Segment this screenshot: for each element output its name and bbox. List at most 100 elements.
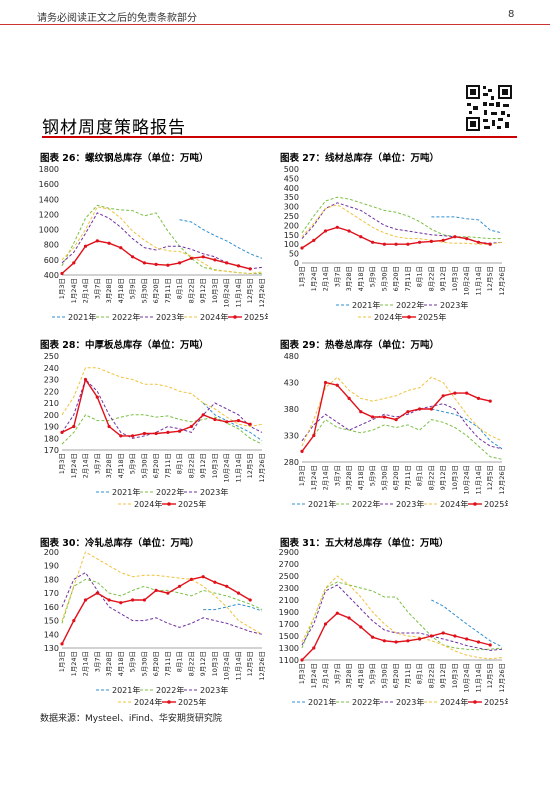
series-point-2025 (371, 415, 375, 419)
y-tick-label: 1400 (39, 195, 59, 204)
legend-label: 2021年 (308, 499, 336, 509)
y-tick-label: 330 (284, 432, 299, 441)
series-point-2025 (441, 238, 445, 242)
qr-code-icon (465, 84, 513, 132)
series-point-2025 (236, 419, 241, 423)
x-tick-label: 6月20日 (152, 651, 160, 676)
series-point-2025 (213, 417, 217, 422)
series-point-2025 (406, 410, 410, 414)
x-tick-label: 5月30日 (380, 663, 388, 688)
series-point-2025 (382, 639, 386, 643)
series-point-2025 (406, 242, 410, 246)
series-point-2025 (201, 255, 205, 259)
series-line-2025 (61, 240, 251, 275)
x-tick-label: 11月14日 (474, 663, 482, 693)
x-tick-label: 8月1日 (176, 278, 184, 299)
y-tick-label: 50 (289, 250, 299, 259)
y-tick-label: 200 (284, 221, 299, 230)
legend-label: 2024年 (440, 499, 468, 509)
series-point-2025 (371, 635, 375, 639)
x-tick-label: 12月26日 (498, 663, 506, 693)
y-tick-label: 1200 (39, 210, 59, 219)
series-point-2025 (201, 575, 205, 579)
series-point-2025 (248, 422, 252, 426)
x-tick-label: 10月3日 (211, 651, 219, 676)
y-tick-label: 400 (284, 184, 299, 193)
y-tick-label: 2100 (279, 596, 299, 605)
legend-label: 2025年 (484, 697, 508, 707)
legend-label: 2023年 (200, 685, 228, 695)
x-tick-label: 12月26日 (498, 266, 506, 296)
series-point-2025 (119, 601, 123, 605)
series-point-2025 (476, 240, 481, 244)
x-tick-label: 2月14日 (82, 651, 90, 676)
series-point-2025 (236, 264, 241, 268)
series-point-2025 (418, 637, 422, 641)
series-point-2025 (312, 433, 316, 438)
report-title: 钢材周度策略报告 (42, 118, 186, 138)
series-point-2025 (154, 431, 158, 436)
series-point-2025 (418, 240, 422, 244)
x-tick-label: 5月9日 (369, 266, 377, 287)
series-point-2025 (441, 394, 445, 398)
series-point-2025 (312, 238, 316, 242)
series-line-2024 (301, 575, 503, 660)
legend-label: 2022年 (396, 300, 424, 310)
x-tick-label: 8月1日 (416, 266, 424, 287)
series-line-2023 (61, 378, 263, 439)
series-point-2025 (429, 634, 433, 638)
chart-title-28: 图表 28：中厚板总库存（单位：万吨） (40, 340, 209, 351)
x-tick-label: 1月24日 (70, 651, 78, 676)
legend-label: 2024年 (200, 312, 228, 322)
series-point-2025 (323, 229, 328, 233)
header-divider (0, 24, 550, 25)
x-tick-label: 3月7日 (93, 651, 101, 672)
x-tick-label: 8月22日 (187, 278, 195, 303)
series-point-2025 (429, 407, 433, 411)
x-tick-label: 8月1日 (416, 465, 424, 486)
x-tick-label: 8月22日 (187, 651, 195, 676)
y-tick-label: 200 (44, 411, 59, 420)
y-tick-label: 430 (284, 379, 299, 388)
legend-marker (167, 700, 171, 704)
y-tick-label: 380 (284, 405, 299, 414)
y-tick-label: 1600 (39, 180, 59, 189)
legend-label: 2023年 (440, 300, 468, 310)
chart-plate-inventory: 170 180 190 200 210 220 230 240 250 1月3日 1月24日 2月14… (44, 352, 266, 509)
series-point-2025 (429, 239, 433, 243)
legend-label: 2024年 (374, 312, 402, 322)
series-point-2025 (394, 418, 398, 422)
x-tick-label: 12月5日 (486, 663, 494, 688)
series-point-2025 (236, 591, 241, 595)
x-tick-label: 1月3日 (298, 266, 306, 287)
x-tick-label: 12月5日 (246, 453, 254, 478)
series-point-2025 (72, 619, 76, 623)
series-point-2025 (107, 598, 111, 602)
y-tick-label: 1800 (39, 165, 59, 174)
y-tick-label: 190 (44, 562, 59, 571)
y-tick-label: 170 (44, 589, 59, 598)
x-tick-label: 6月20日 (392, 663, 400, 688)
x-tick-label: 1月3日 (58, 278, 66, 299)
series-point-2025 (166, 263, 170, 267)
y-tick-label: 2700 (279, 560, 299, 569)
series-line-2024 (61, 367, 263, 428)
legend-label: 2025年 (244, 312, 268, 322)
series-line-2022 (61, 204, 262, 274)
x-tick-label: 11月14日 (234, 453, 242, 483)
x-tick-label: 4月18日 (117, 453, 125, 478)
y-tick-label: 480 (284, 352, 299, 361)
title-divider (42, 136, 517, 138)
legend-label: 2021年 (68, 312, 96, 322)
series-point-2025 (371, 240, 375, 244)
y-tick-label: 300 (284, 203, 299, 212)
x-tick-label: 9月12日 (439, 266, 447, 291)
y-tick-label: 500 (284, 165, 299, 174)
x-tick-label: 10月24日 (223, 651, 231, 681)
x-tick-label: 10月24日 (223, 453, 231, 483)
legend-label: 2022年 (352, 499, 380, 509)
x-tick-label: 9月12日 (439, 465, 447, 490)
chart-title-31: 图表 31：五大材总库存（单位：万吨） (280, 538, 449, 549)
x-tick-label: 5月30日 (140, 651, 148, 676)
